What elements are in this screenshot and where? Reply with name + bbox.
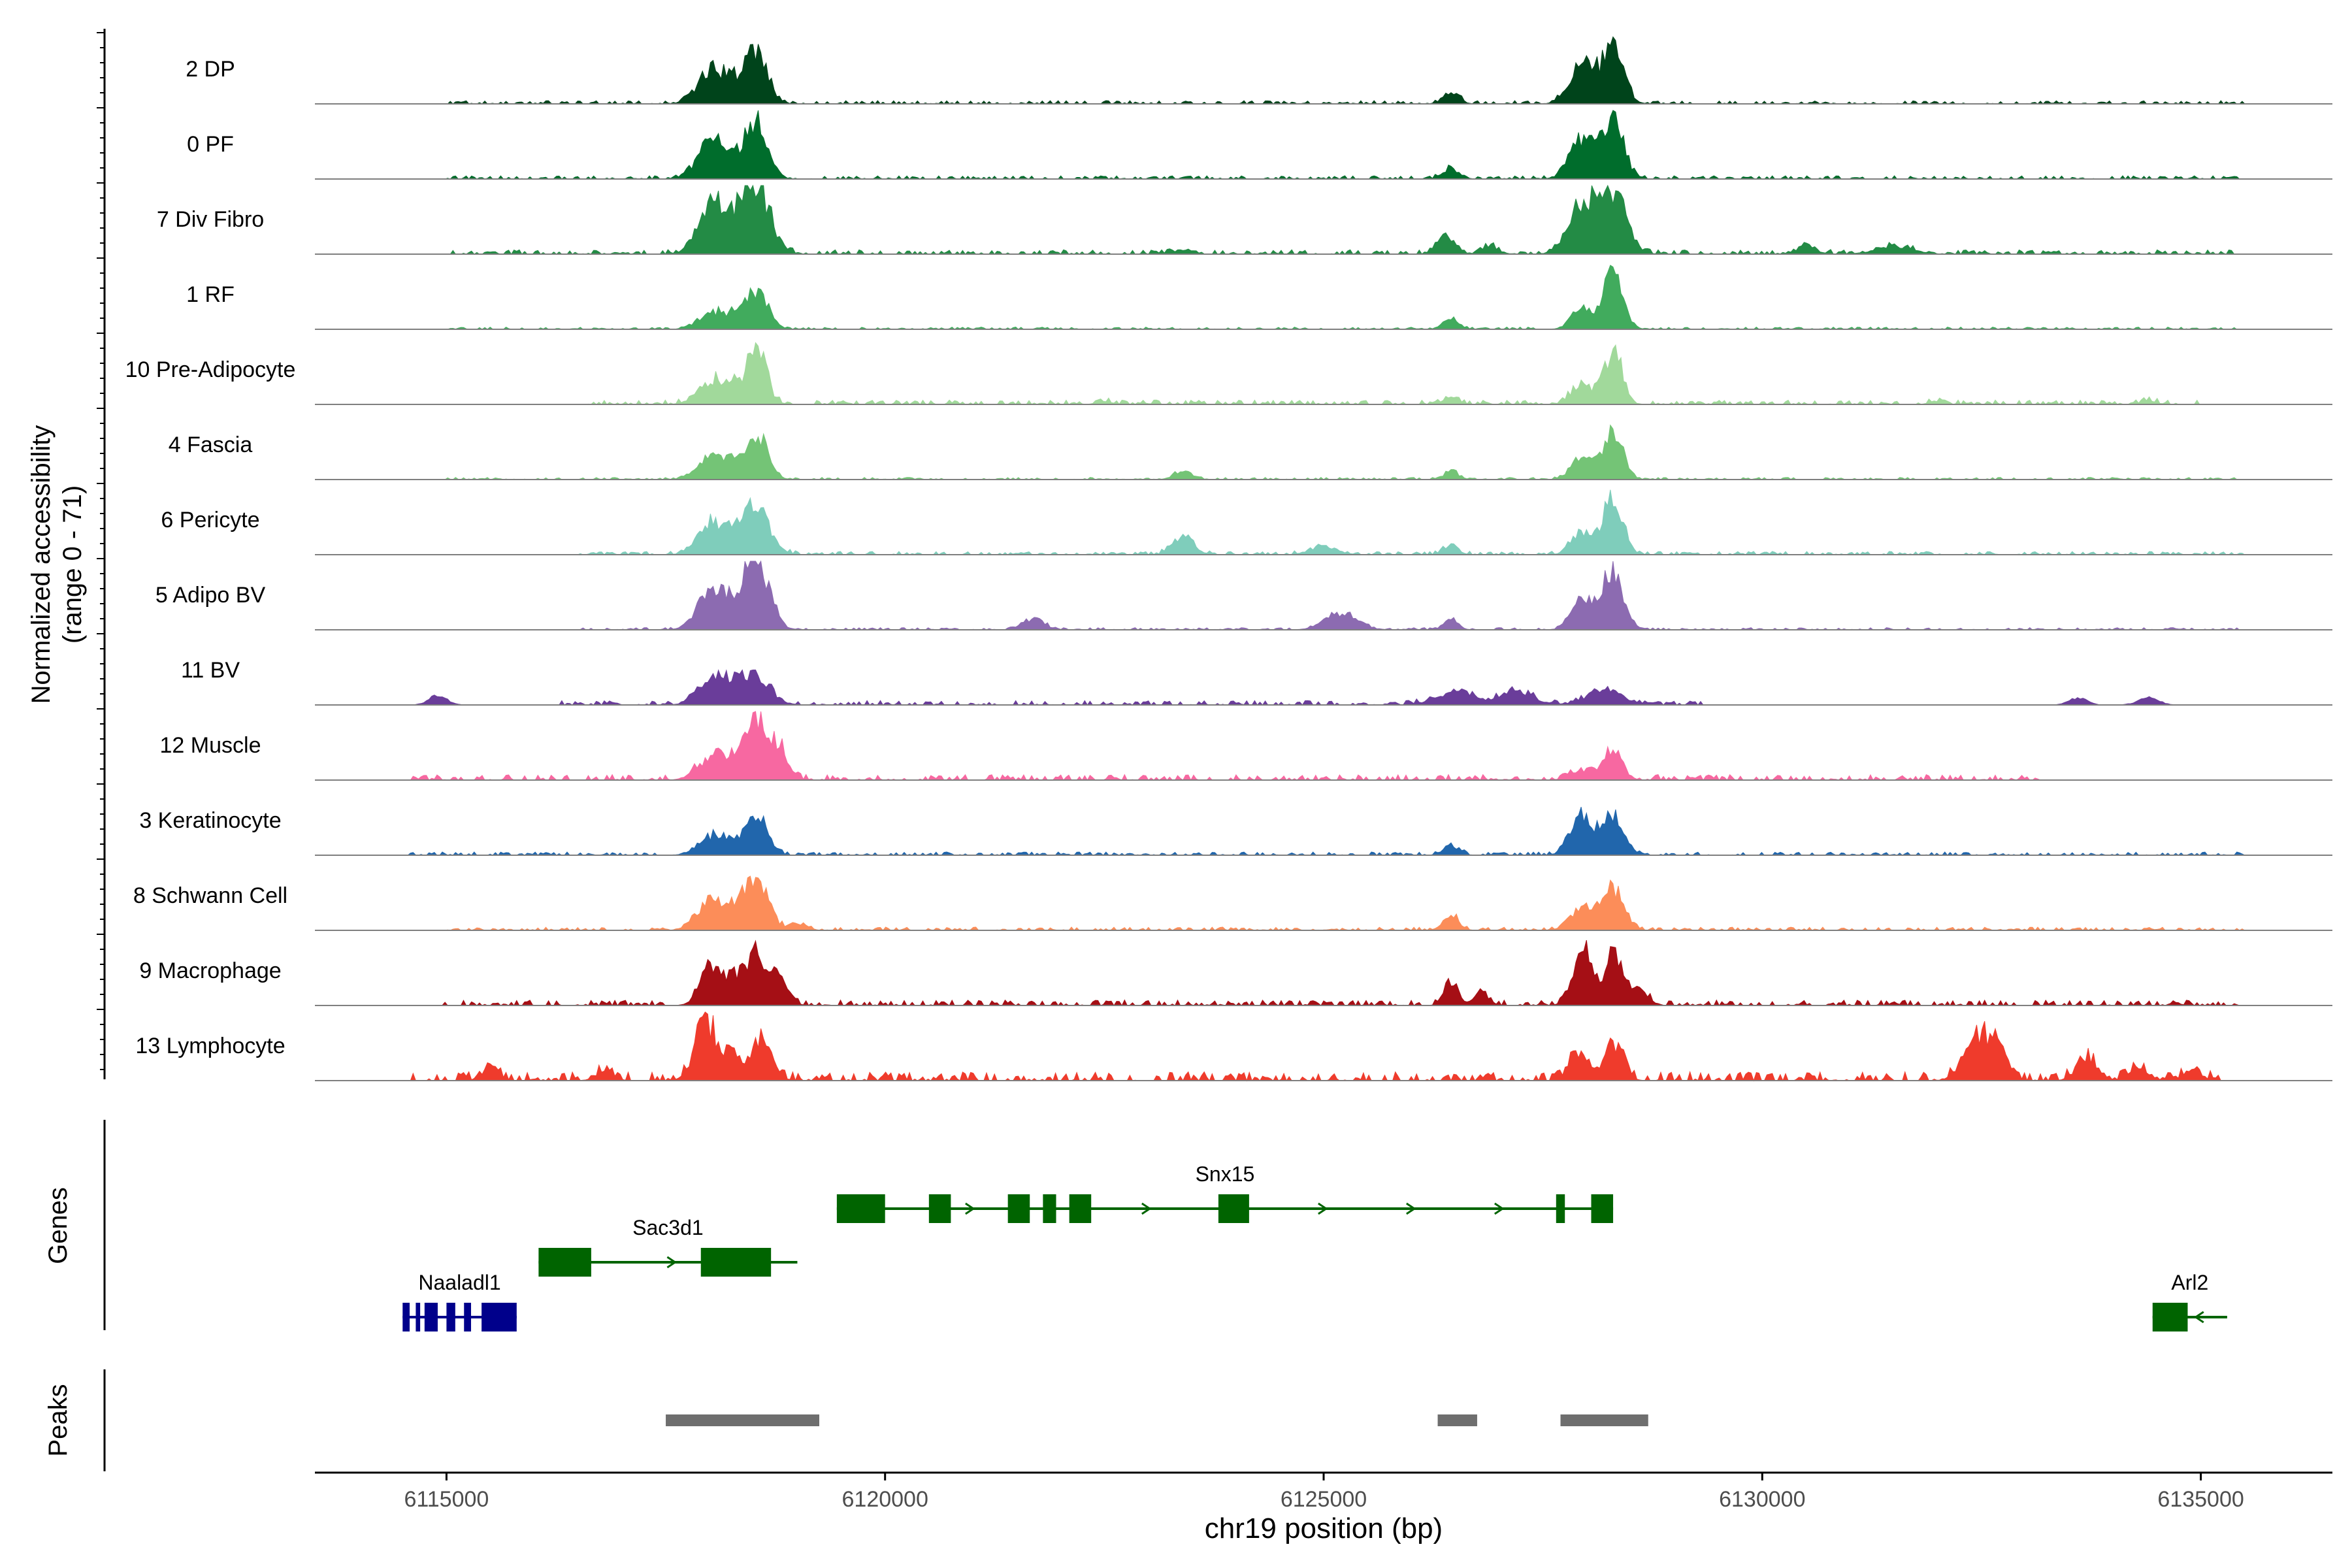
gene-exon <box>836 1194 885 1223</box>
coverage-area-13-lymphocyte <box>315 1011 2332 1082</box>
coverage-area-10-pre-adipocyte <box>315 342 2332 405</box>
track-label-0-pf: 0 PF <box>187 132 234 157</box>
gene-exon <box>928 1194 951 1223</box>
strand-arrow <box>965 1202 975 1215</box>
x-tick-label: 6125000 <box>1281 1487 1367 1512</box>
track-2-dp: 2 DP <box>186 36 2332 105</box>
gene-exon <box>482 1303 517 1331</box>
gene-label-sac3d1: Sac3d1 <box>632 1216 704 1239</box>
track-10-pre-adipocyte: 10 Pre-Adipocyte <box>125 342 2332 405</box>
gene-snx15: Snx15 <box>836 1162 1614 1223</box>
x-axis-ticks: 6115000 6120000 6125000 6130000 6135000 <box>404 1473 2244 1512</box>
track-label-5-adipo-bv: 5 Adipo BV <box>155 583 266 608</box>
track-11-bv: 11 BV <box>181 658 2332 706</box>
track-label-13-lymphocyte: 13 Lymphocyte <box>135 1034 285 1058</box>
gene-annotations: Naaladl1 Sac3d1 Snx15 Arl2 <box>402 1162 2227 1331</box>
gene-exon <box>1591 1194 1614 1223</box>
coverage-area-11-bv <box>315 669 2332 706</box>
track-label-11-bv: 11 BV <box>181 658 240 683</box>
track-4-fascia: 4 Fascia <box>169 424 2332 480</box>
coverage-tracks: 2 DP 0 PF 7 Div Fibro 1 RF 10 Pre-Adipocyte 4… <box>125 36 2332 1082</box>
x-axis-title: chr19 position (bp) <box>1205 1512 1443 1544</box>
coverage-area-2-dp <box>315 36 2332 105</box>
strand-arrow <box>1318 1202 1328 1215</box>
track-label-2-dp: 2 DP <box>186 57 235 82</box>
track-label-6-pericyte: 6 Pericyte <box>161 508 259 532</box>
coverage-area-1-rf <box>315 265 2332 330</box>
peak-region <box>1437 1414 1477 1426</box>
coverage-area-7-div-fibro <box>315 184 2332 255</box>
gene-exon <box>1069 1194 1092 1223</box>
gene-exon <box>1007 1194 1030 1223</box>
track-0-pf: 0 PF <box>187 110 2332 180</box>
peak-region <box>666 1414 819 1426</box>
gene-exon <box>416 1303 421 1331</box>
coverage-y-ticks <box>97 32 105 1070</box>
gene-exon <box>1043 1194 1056 1223</box>
track-6-pericyte: 6 Pericyte <box>161 489 2332 555</box>
gene-exon <box>464 1303 471 1331</box>
track-label-12-muscle: 12 Muscle <box>160 733 261 758</box>
track-label-7-div-fibro: 7 Div Fibro <box>157 207 264 232</box>
x-tick-label: 6135000 <box>2157 1487 2244 1512</box>
x-tick-label: 6120000 <box>842 1487 928 1512</box>
gene-arl2: Arl2 <box>2152 1271 2227 1331</box>
coverage-area-3-keratinocyte <box>315 807 2332 856</box>
strand-arrow <box>666 1256 678 1269</box>
peak-region <box>1560 1414 1648 1426</box>
gene-exon <box>2152 1303 2188 1331</box>
x-tick-label: 6130000 <box>1719 1487 1805 1512</box>
track-label-8-schwann-cell: 8 Schwann Cell <box>133 883 287 908</box>
track-5-adipo-bv: 5 Adipo BV <box>155 560 2332 630</box>
track-12-muscle: 12 Muscle <box>160 711 2332 781</box>
x-tick-label: 6115000 <box>404 1487 489 1512</box>
gene-exon <box>1218 1194 1249 1223</box>
track-7-div-fibro: 7 Div Fibro <box>157 184 2332 255</box>
track-label-10-pre-adipocyte: 10 Pre-Adipocyte <box>125 357 296 382</box>
strand-arrow <box>1406 1202 1416 1215</box>
gene-label-naaladl1: Naaladl1 <box>418 1271 500 1294</box>
gene-label-arl2: Arl2 <box>2171 1271 2208 1294</box>
gene-exon <box>700 1248 772 1277</box>
track-label-1-rf: 1 RF <box>186 282 235 307</box>
gene-exon <box>1556 1194 1565 1223</box>
coverage-area-8-schwann-cell <box>315 875 2332 931</box>
coverage-area-9-macrophage <box>315 939 2332 1007</box>
gene-exon <box>446 1303 455 1331</box>
strand-arrow <box>2194 1311 2204 1324</box>
gene-exon <box>424 1303 438 1331</box>
coverage-area-5-adipo-bv <box>315 560 2332 630</box>
track-9-macrophage: 9 Macrophage <box>139 939 2332 1007</box>
gene-label-snx15: Snx15 <box>1196 1162 1255 1186</box>
peak-regions <box>666 1414 1648 1426</box>
gene-sac3d1: Sac3d1 <box>538 1216 798 1277</box>
coverage-area-0-pf <box>315 110 2332 180</box>
strand-arrow <box>1494 1202 1505 1215</box>
coverage-area-4-fascia <box>315 424 2332 480</box>
track-3-keratinocyte: 3 Keratinocyte <box>139 807 2332 856</box>
track-8-schwann-cell: 8 Schwann Cell <box>133 875 2332 931</box>
track-label-3-keratinocyte: 3 Keratinocyte <box>139 808 281 833</box>
coverage-area-6-pericyte <box>315 489 2332 555</box>
gene-exon <box>538 1248 591 1277</box>
peaks-panel-label: Peaks <box>44 1384 73 1456</box>
gene-naaladl1: Naaladl1 <box>402 1271 517 1331</box>
track-1-rf: 1 RF <box>186 265 2332 330</box>
track-label-9-macrophage: 9 Macrophage <box>139 958 281 983</box>
y-axis-title-line1: Normalized accessibility <box>27 425 56 704</box>
gene-exon <box>402 1303 410 1331</box>
track-13-lymphocyte: 13 Lymphocyte <box>135 1011 2332 1082</box>
track-label-4-fascia: 4 Fascia <box>169 433 253 457</box>
strand-arrow <box>1141 1202 1152 1215</box>
coverage-area-12-muscle <box>315 711 2332 781</box>
y-axis-title-line2: (range 0 - 71) <box>58 485 87 644</box>
genes-panel-label: Genes <box>44 1187 73 1264</box>
y-axis-title: Normalized accessibility (range 0 - 71) <box>27 425 87 704</box>
